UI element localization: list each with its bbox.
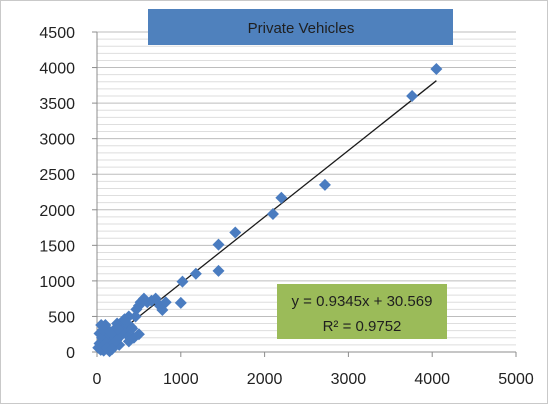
gridlines xyxy=(97,31,516,353)
data-point xyxy=(430,62,443,75)
trendline xyxy=(96,80,437,351)
data-point xyxy=(406,90,419,102)
data-point xyxy=(159,296,172,309)
x-axis: 0 1000 2000 3000 4000 5000 xyxy=(93,351,534,388)
y-tick-label: 3000 xyxy=(39,132,75,149)
y-axis: 0 500 1000 1500 2000 2500 3000 3500 4000 4500 xyxy=(39,25,98,362)
trendline-layer xyxy=(96,80,437,351)
y-tick-label: 4500 xyxy=(39,25,75,42)
y-tick-label: 2000 xyxy=(39,203,75,220)
data-point xyxy=(229,226,242,239)
data-point xyxy=(106,343,119,356)
data-point xyxy=(129,310,142,323)
chart-title-box: Private Vehicles xyxy=(148,9,453,45)
data-point xyxy=(122,335,135,348)
chart-title: Private Vehicles xyxy=(248,20,355,37)
trendline-equation: y = 0.9345x + 30.569 xyxy=(292,293,433,310)
y-tick-label: 2500 xyxy=(39,167,75,184)
chart-title-background xyxy=(148,9,453,45)
x-tick-label: 2000 xyxy=(247,371,283,388)
x-tick-label: 1000 xyxy=(163,371,199,388)
y-tick-label: 0 xyxy=(66,345,75,362)
r-squared-value: R² = 0.9752 xyxy=(323,318,402,335)
data-point xyxy=(174,296,187,309)
y-tick-label: 1500 xyxy=(39,238,75,255)
y-tick-label: 3500 xyxy=(39,96,75,113)
data-point xyxy=(118,313,131,326)
equation-box: y = 0.9345x + 30.569 R² = 0.9752 xyxy=(277,284,447,339)
data-point xyxy=(212,238,225,251)
equation-box-background xyxy=(277,284,447,339)
x-tick-label: 3000 xyxy=(331,371,367,388)
data-point xyxy=(111,323,124,336)
data-point xyxy=(189,267,202,280)
data-point xyxy=(275,191,288,204)
x-tick-label: 4000 xyxy=(414,371,450,388)
y-tick-label: 1000 xyxy=(39,274,75,291)
data-point xyxy=(132,328,145,341)
x-tick-label: 0 xyxy=(93,371,102,388)
x-tick-label: 5000 xyxy=(498,371,534,388)
data-point xyxy=(266,208,279,221)
data-point xyxy=(110,334,123,347)
data-point xyxy=(126,322,139,335)
y-tick-label: 500 xyxy=(48,309,75,326)
data-point xyxy=(176,275,189,288)
data-point xyxy=(212,264,225,277)
data-points xyxy=(92,62,443,358)
data-point xyxy=(318,178,331,191)
y-tick-label: 4000 xyxy=(39,61,75,78)
